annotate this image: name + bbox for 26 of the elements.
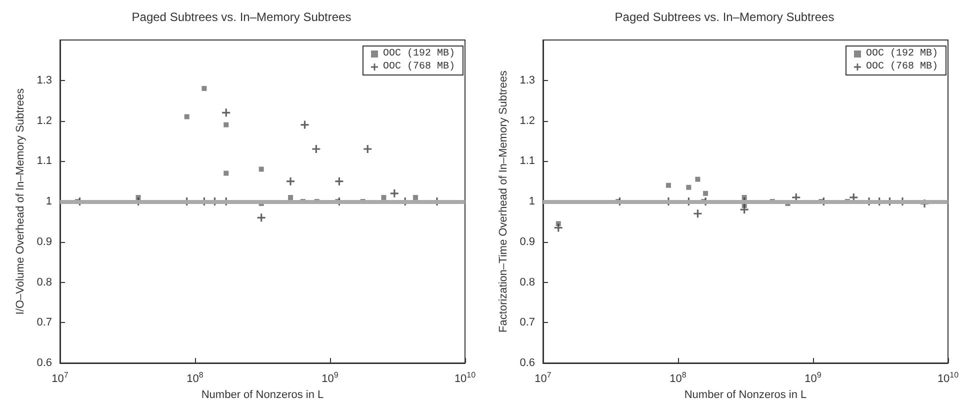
y-tick-label: 1.1: [36, 155, 52, 168]
y-tick-label: 0.6: [36, 357, 52, 369]
chart-title: Paged Subtrees vs. In–Memory Subtrees: [132, 10, 352, 24]
legend-label: OOC (768 MB): [866, 60, 938, 72]
y-tick-label: 0.6: [520, 357, 535, 369]
y-tick-label: 0.9: [520, 236, 535, 248]
legend-label: OOC (768 MB): [382, 60, 456, 72]
legend-label: OOC (192 MB): [382, 48, 456, 60]
y-tick-label: 1.2: [36, 114, 52, 127]
chart-title: Paged Subtrees vs. In–Memory Subtrees: [614, 10, 834, 24]
y-tick-label: 0.9: [36, 236, 52, 248]
y-axis-title: Factorization–Time Overhead of In–Memory Subtrees: [497, 70, 510, 332]
y-tick-label: 0.7: [520, 316, 535, 329]
y-tick-label: 1: [528, 196, 535, 208]
x-axis-title: Number of Nonzeros in L: [201, 388, 324, 401]
x-axis-title: Number of Nonzeros in L: [684, 388, 807, 401]
y-tick-label: 0.7: [36, 316, 52, 329]
legend-label: OOC (192 MB): [866, 48, 938, 60]
y-tick-label: 1.1: [520, 155, 535, 168]
y-tick-label: 1.3: [520, 74, 535, 86]
y-tick-label: 1: [46, 196, 52, 208]
y-tick-label: 1.3: [36, 74, 52, 86]
y-axis-title: I/O–Volume Overhead of In–Memory Subtrees: [14, 88, 26, 315]
y-tick-label: 1.2: [520, 114, 535, 127]
y-tick-label: 0.8: [36, 276, 52, 288]
y-tick-label: 0.8: [520, 276, 535, 288]
